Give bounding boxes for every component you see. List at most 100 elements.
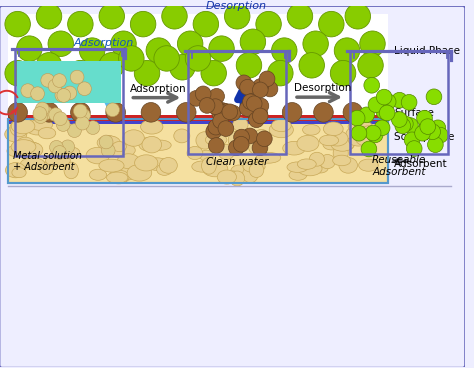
Circle shape: [256, 11, 282, 37]
Circle shape: [299, 53, 325, 78]
Circle shape: [406, 141, 422, 156]
Ellipse shape: [18, 142, 40, 152]
Ellipse shape: [20, 158, 45, 170]
Ellipse shape: [25, 119, 50, 135]
Ellipse shape: [230, 171, 245, 186]
Ellipse shape: [200, 150, 213, 161]
Circle shape: [162, 4, 187, 29]
Ellipse shape: [10, 119, 29, 137]
Circle shape: [213, 113, 228, 129]
Ellipse shape: [323, 139, 341, 150]
Text: Adsorbent: Adsorbent: [394, 159, 447, 169]
Circle shape: [243, 94, 258, 110]
Circle shape: [50, 141, 64, 154]
Bar: [8, 121, 388, 124]
Circle shape: [319, 11, 344, 37]
Ellipse shape: [141, 120, 163, 134]
Ellipse shape: [39, 162, 54, 174]
FancyBboxPatch shape: [0, 6, 465, 368]
Circle shape: [68, 11, 93, 37]
Circle shape: [106, 103, 119, 117]
Circle shape: [199, 98, 215, 113]
Circle shape: [433, 127, 448, 143]
Ellipse shape: [359, 159, 378, 171]
Circle shape: [236, 75, 252, 91]
Circle shape: [247, 103, 266, 122]
Ellipse shape: [249, 141, 264, 154]
Ellipse shape: [23, 142, 43, 157]
Text: Surface: Surface: [394, 108, 434, 118]
Ellipse shape: [145, 158, 169, 170]
Circle shape: [380, 94, 396, 110]
Circle shape: [244, 93, 260, 109]
Circle shape: [118, 46, 144, 71]
Ellipse shape: [142, 137, 162, 153]
Circle shape: [233, 137, 249, 152]
Circle shape: [36, 4, 62, 29]
Bar: [350, 50, 448, 153]
Ellipse shape: [272, 119, 291, 132]
Ellipse shape: [12, 167, 26, 178]
Circle shape: [360, 31, 385, 56]
Ellipse shape: [287, 162, 308, 172]
Circle shape: [111, 31, 136, 56]
Ellipse shape: [319, 155, 335, 169]
Circle shape: [141, 103, 161, 122]
Ellipse shape: [86, 147, 109, 164]
Circle shape: [78, 82, 91, 96]
Bar: [8, 14, 388, 183]
Ellipse shape: [52, 144, 66, 160]
Ellipse shape: [115, 167, 137, 180]
Circle shape: [349, 110, 365, 126]
Text: Desorption: Desorption: [206, 1, 267, 11]
Circle shape: [262, 81, 278, 97]
Circle shape: [417, 110, 432, 126]
Circle shape: [365, 125, 381, 141]
Circle shape: [31, 87, 45, 100]
Circle shape: [208, 99, 223, 114]
Circle shape: [53, 74, 66, 88]
Ellipse shape: [205, 134, 227, 146]
Ellipse shape: [112, 142, 127, 152]
Circle shape: [268, 60, 293, 86]
Ellipse shape: [5, 127, 27, 142]
Ellipse shape: [30, 119, 53, 131]
Text: Metal solution
+ Adsorbent: Metal solution + Adsorbent: [13, 151, 82, 172]
Circle shape: [252, 140, 268, 156]
Bar: [15, 49, 122, 156]
Ellipse shape: [157, 164, 172, 176]
Ellipse shape: [11, 140, 36, 154]
Text: Desorption: Desorption: [294, 83, 351, 93]
Ellipse shape: [150, 140, 171, 150]
Text: Clean water: Clean water: [206, 157, 268, 167]
Ellipse shape: [297, 135, 319, 151]
Bar: [8, 115, 388, 121]
Circle shape: [61, 140, 74, 154]
Circle shape: [206, 124, 221, 139]
Circle shape: [420, 119, 436, 134]
Ellipse shape: [139, 137, 160, 151]
Circle shape: [398, 116, 413, 132]
Ellipse shape: [348, 135, 369, 146]
Ellipse shape: [326, 131, 348, 146]
Circle shape: [101, 144, 115, 158]
Circle shape: [36, 53, 62, 78]
Circle shape: [49, 108, 63, 121]
Ellipse shape: [231, 165, 248, 178]
Circle shape: [314, 103, 333, 122]
Circle shape: [272, 38, 297, 63]
Ellipse shape: [123, 130, 145, 146]
Ellipse shape: [38, 128, 56, 139]
Circle shape: [170, 54, 195, 80]
Circle shape: [358, 53, 383, 78]
Ellipse shape: [109, 141, 125, 157]
Circle shape: [415, 125, 430, 141]
Circle shape: [419, 118, 435, 134]
Ellipse shape: [127, 164, 152, 181]
Circle shape: [68, 124, 82, 138]
Ellipse shape: [117, 144, 135, 156]
Ellipse shape: [203, 161, 228, 177]
Circle shape: [361, 141, 377, 157]
Circle shape: [73, 104, 87, 118]
Ellipse shape: [6, 163, 26, 178]
